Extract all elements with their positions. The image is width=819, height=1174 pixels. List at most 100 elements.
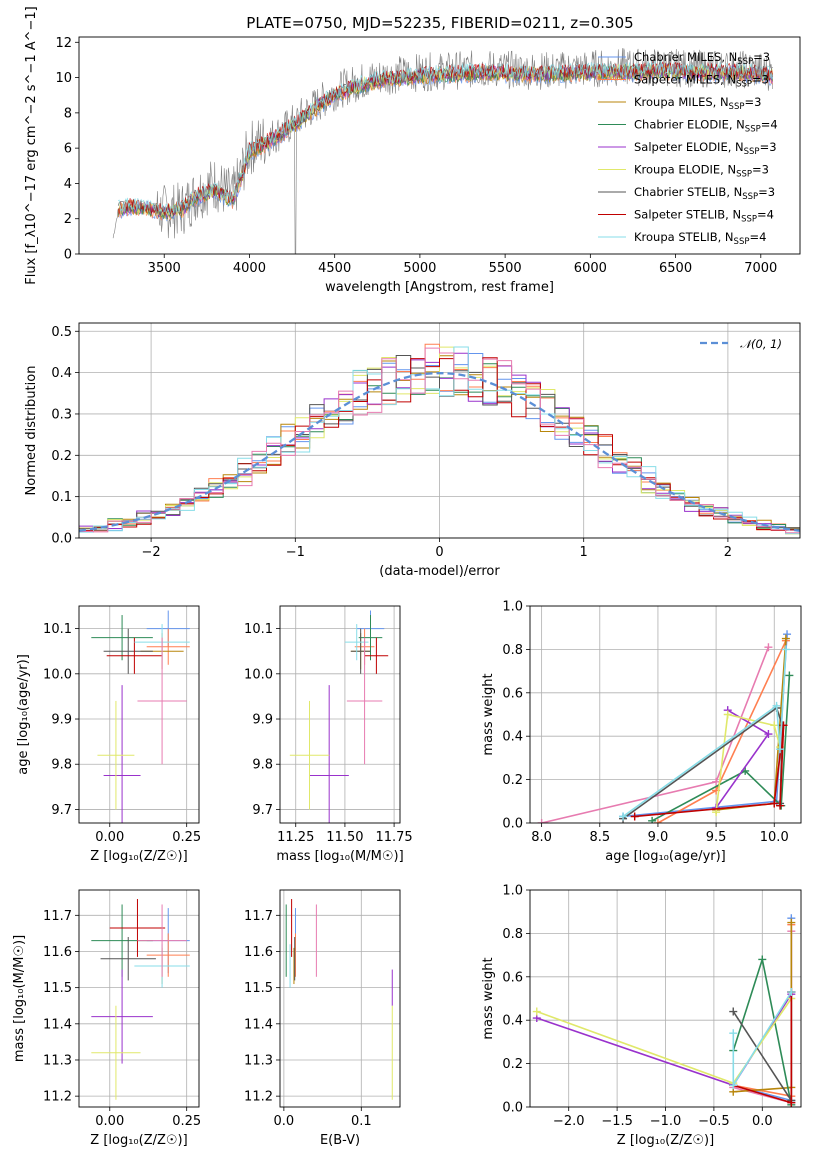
y-axis-label: mass weight	[481, 673, 496, 755]
y-tick-label: 10.0	[244, 667, 273, 682]
y-tick-label: 11.4	[43, 1017, 72, 1032]
axes-frame	[78, 36, 801, 255]
weight-point-marker	[776, 745, 785, 754]
spectrum-model-line	[117, 60, 774, 216]
plot-area	[280, 890, 400, 1107]
x-axis-label: E(B-V)	[320, 1133, 360, 1148]
y-tick-label: 0.1	[51, 490, 72, 505]
y-tick-label: 10.1	[43, 622, 72, 637]
legend-entry: Chabrier MILES, NSSP=3	[634, 50, 770, 67]
x-tick-label: 11.25	[277, 830, 314, 845]
legend-entry: Kroupa MILES, NSSP=3	[634, 95, 761, 112]
y-tick-label: 0.4	[502, 730, 523, 745]
y-tick-label: 9.7	[252, 803, 273, 818]
plot-area	[530, 606, 801, 823]
y-tick-label: 0.8	[502, 927, 523, 942]
y-tick-label: 0	[64, 248, 72, 263]
spectrum-model-line	[117, 60, 774, 216]
x-axis-label: Z [log₁₀(Z/Z☉)]	[90, 849, 187, 864]
plot-area	[112, 48, 774, 254]
x-tick-label: 0.1	[351, 1114, 372, 1129]
y-tick-label: 0.0	[502, 1101, 523, 1116]
panel-weight_vs_age: 8.0 8.5 9.0 9.5 10.0 0.0 0.2 0.4 0.6 0.8 1.0 age [l…	[481, 600, 802, 864]
x-axis-label: wavelength [Angstrom, rest frame]	[325, 280, 554, 295]
plot-area	[79, 323, 800, 538]
x-tick-label: 0.0	[274, 1114, 295, 1129]
y-tick-label: 9.9	[51, 713, 72, 728]
weight-point-marker	[770, 799, 779, 808]
y-tick-label: 0.4	[51, 366, 72, 381]
weight-point-marker	[787, 1098, 796, 1107]
x-tick-label: 0.25	[172, 1114, 201, 1129]
y-tick-label: 0.8	[502, 643, 523, 658]
y-tick-label: 11.5	[244, 981, 273, 996]
weight-series-line	[541, 646, 770, 823]
legend-entry: Kroupa ELODIE, NSSP=3	[634, 163, 769, 180]
x-tick-label: 1	[580, 545, 588, 560]
x-tick-label: 11.75	[375, 830, 412, 845]
x-tick-label: 0.00	[95, 830, 124, 845]
y-tick-label: 11.5	[43, 981, 72, 996]
weight-point-marker	[776, 801, 785, 810]
weight-series-line	[622, 649, 787, 818]
x-tick-label: 6000	[574, 261, 607, 276]
plot-area	[280, 606, 400, 823]
x-tick-label: −1	[286, 545, 305, 560]
axes-frame	[279, 889, 401, 1108]
weight-point-marker	[537, 819, 546, 823]
weight-point-marker	[630, 812, 639, 821]
panel-age_vs_mass: 11.25 11.50 11.75 9.7 9.8 9.9 10.0 10.1 mass [lo…	[244, 605, 413, 864]
weight-series-line	[622, 706, 784, 820]
weight-point-marker	[783, 630, 792, 639]
weight-point-marker	[770, 721, 779, 730]
y-tick-label: 11.3	[43, 1053, 72, 1068]
plot-area	[79, 606, 199, 823]
y-tick-label: 9.8	[252, 758, 273, 773]
panel-mass_vs_ebv: 0.0 0.1 11.2 11.3 11.4 11.5 11.6 11.7 E(B-V)	[244, 889, 401, 1148]
x-tick-label: 0.25	[172, 830, 201, 845]
y-tick-label: 11.7	[43, 909, 72, 924]
plot-area	[79, 890, 199, 1107]
weight-series-line	[715, 709, 770, 809]
y-tick-label: 6	[64, 142, 72, 157]
legend-entry: Chabrier ELODIE, NSSP=4	[634, 118, 778, 135]
weight-point-marker	[781, 634, 790, 643]
weight-series-line	[634, 725, 785, 818]
x-tick-label: 6500	[659, 261, 692, 276]
x-tick-label: 9.5	[706, 830, 727, 845]
y-tick-label: 9.7	[51, 803, 72, 818]
x-axis-label: (data-model)/error	[379, 564, 500, 579]
x-tick-label: 2	[724, 545, 732, 560]
legend-entry: 𝒩(0, 1)	[740, 337, 782, 351]
axes-frame	[529, 889, 802, 1108]
weight-series-line	[536, 993, 792, 1087]
panel-weight_vs_Z: −2.0 −1.5 −1.0 −0.5 0.0 0.0 0.2 0.4 0.6 0.8 1.0 Z […	[481, 884, 802, 1148]
x-tick-label: 11.50	[326, 830, 363, 845]
legend-entry: Kroupa STELIB, NSSP=4	[634, 230, 766, 247]
x-tick-label: −1.5	[601, 1114, 633, 1129]
y-tick-label: 0.4	[502, 1014, 523, 1029]
y-tick-label: 0.2	[51, 449, 72, 464]
x-tick-label: 5000	[403, 261, 436, 276]
residual-histogram	[79, 347, 800, 534]
x-tick-label: 8.0	[531, 830, 552, 845]
y-tick-label: 2	[64, 212, 72, 227]
y-tick-label: 0.6	[502, 686, 523, 701]
weight-point-marker	[729, 1007, 738, 1016]
weight-point-marker	[764, 643, 773, 652]
weight-point-marker	[787, 918, 796, 927]
legend-entry: Chabrier STELIB, NSSP=3	[634, 185, 775, 202]
plot-area	[530, 890, 801, 1107]
legend-entry: Salpeter MILES, NSSP=3	[634, 73, 769, 90]
y-tick-label: 11.7	[244, 909, 273, 924]
y-tick-label: 0.2	[502, 773, 523, 788]
x-tick-label: 8.5	[589, 830, 610, 845]
x-axis-label: mass [log₁₀(M/M☉)]	[276, 849, 403, 864]
x-tick-label: 0.00	[95, 1114, 124, 1129]
y-tick-label: 4	[64, 177, 72, 192]
weight-point-marker	[764, 730, 773, 739]
x-axis-label: Z [log₁₀(Z/Z☉)]	[617, 1133, 714, 1148]
spectrum-legend: Chabrier MILES, NSSP=3 Salpeter MILES, NS…	[598, 50, 778, 247]
weight-point-marker	[532, 1007, 541, 1016]
